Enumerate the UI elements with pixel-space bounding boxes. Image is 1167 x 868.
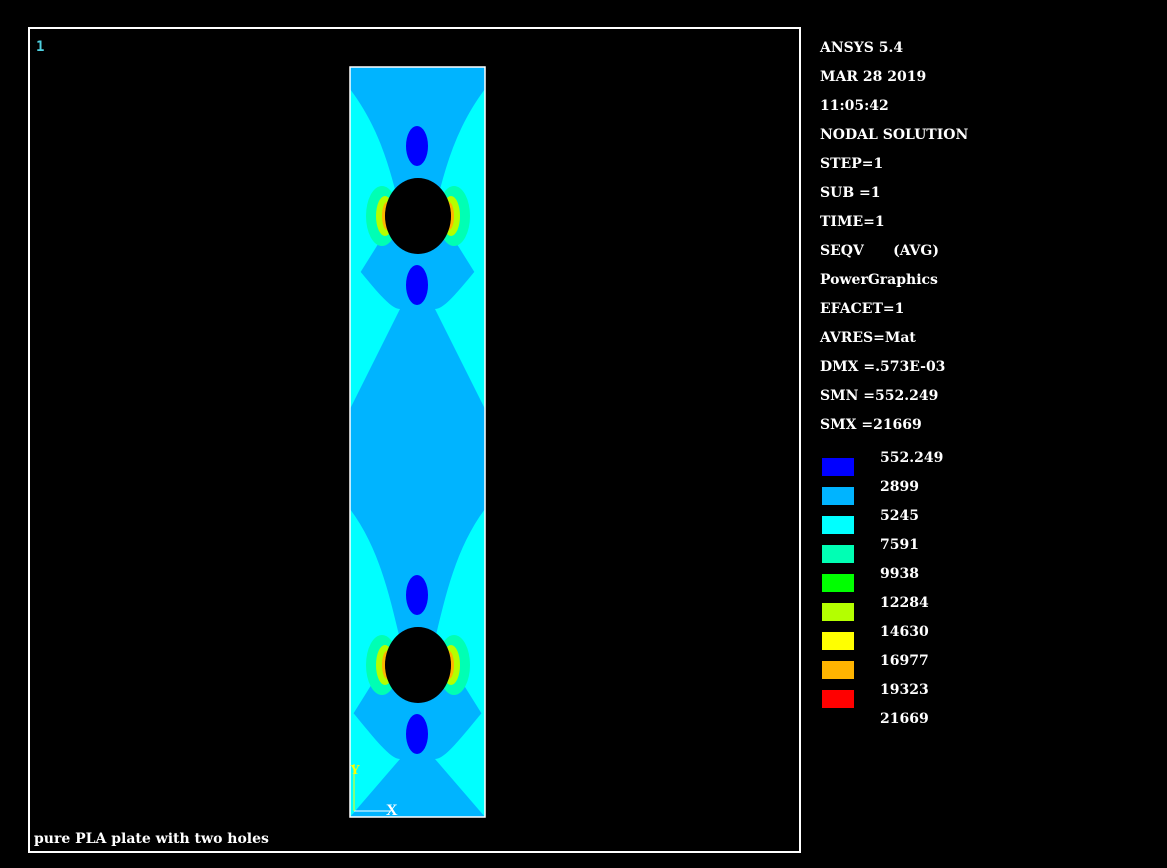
legend-label: 7591: [880, 537, 919, 553]
legend-swatch: [822, 632, 854, 650]
info-line: SMX =21669: [820, 417, 922, 433]
info-line: STEP=1: [820, 156, 884, 172]
solution-info-panel: ANSYS 5.4 MAR 28 2019 11:05:42 NODAL SOL…: [820, 38, 968, 444]
info-line: EFACET=1: [820, 301, 905, 317]
legend-swatch: [822, 516, 854, 534]
legend-swatch: [822, 545, 854, 563]
plate-contour: [350, 67, 485, 817]
info-line: SEQV (AVG): [820, 243, 939, 259]
legend-swatch: [822, 458, 854, 476]
legend-label: 552.249: [880, 450, 944, 466]
triad-y-label: Y: [350, 763, 360, 778]
info-line: DMX =.573E-03: [820, 359, 946, 375]
info-line: MAR 28 2019: [820, 69, 927, 85]
info-line: TIME=1: [820, 214, 885, 230]
info-line: NODAL SOLUTION: [820, 127, 969, 143]
legend-swatch: [822, 603, 854, 621]
legend-label: 19323: [880, 682, 929, 698]
legend-label: 16977: [880, 653, 929, 669]
legend-label: 5245: [880, 508, 919, 524]
graphics-viewport[interactable]: 1: [28, 27, 801, 853]
info-line: SUB =1: [820, 185, 881, 201]
legend-label: 21669: [880, 711, 929, 727]
legend-label: 14630: [880, 624, 929, 640]
legend-swatch: [822, 690, 854, 708]
info-line: SMN =552.249: [820, 388, 939, 404]
legend-swatch: [822, 661, 854, 679]
plot-caption: pure PLA plate with two holes: [34, 831, 269, 847]
axis-triad: Y X: [350, 763, 398, 819]
legend-label: 9938: [880, 566, 919, 582]
window-number: 1: [36, 39, 45, 55]
legend-label: 12284: [880, 595, 929, 611]
contour-plot: Y X: [349, 66, 486, 819]
legend-label: 2899: [880, 479, 919, 495]
info-line: PowerGraphics: [820, 272, 938, 288]
legend-swatch: [822, 487, 854, 505]
info-line: AVRES=Mat: [820, 330, 916, 346]
info-line: 11:05:42: [820, 98, 889, 114]
info-line: ANSYS 5.4: [820, 40, 904, 56]
legend-swatch: [822, 574, 854, 592]
triad-x-label: X: [386, 802, 398, 819]
